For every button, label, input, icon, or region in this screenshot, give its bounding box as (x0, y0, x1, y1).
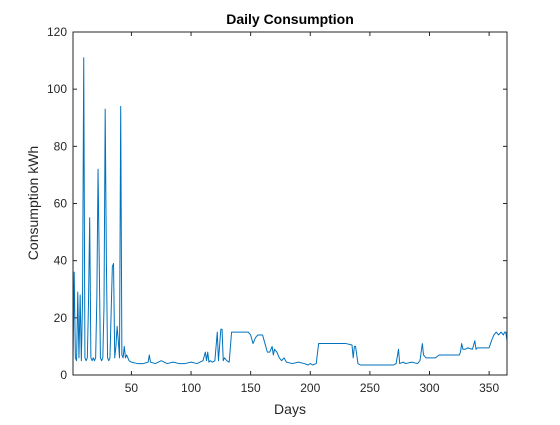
y-axis-label: Consumption kWh (25, 146, 41, 260)
series-layer (72, 57, 508, 366)
plot-frame (72, 31, 508, 376)
plot-background (73, 32, 507, 375)
y-tick-label: 0 (60, 368, 67, 382)
y-tick-label: 60 (54, 197, 68, 211)
x-tick-label: 350 (479, 381, 499, 395)
x-axis-label: Days (274, 401, 306, 417)
x-tick-label: 200 (300, 381, 320, 395)
x-tick-label: 100 (181, 381, 201, 395)
tick-labels-layer: 50 100 150 200 250 300 350 0 20 40 60 80 100 120 (47, 25, 499, 395)
y-tick-label: 100 (47, 82, 67, 96)
ticks-layer (73, 31, 507, 376)
y-tick-label: 120 (47, 25, 67, 39)
x-tick-label: 150 (241, 381, 261, 395)
x-tick-label: 250 (360, 381, 380, 395)
y-tick-label: 40 (54, 254, 68, 268)
chart-title: Daily Consumption (226, 11, 354, 27)
x-tick-label: 300 (419, 381, 439, 395)
x-tick-label: 50 (125, 381, 139, 395)
y-tick-label: 80 (54, 139, 68, 153)
consumption-series-line (72, 57, 508, 366)
y-tick-label: 20 (54, 311, 68, 325)
